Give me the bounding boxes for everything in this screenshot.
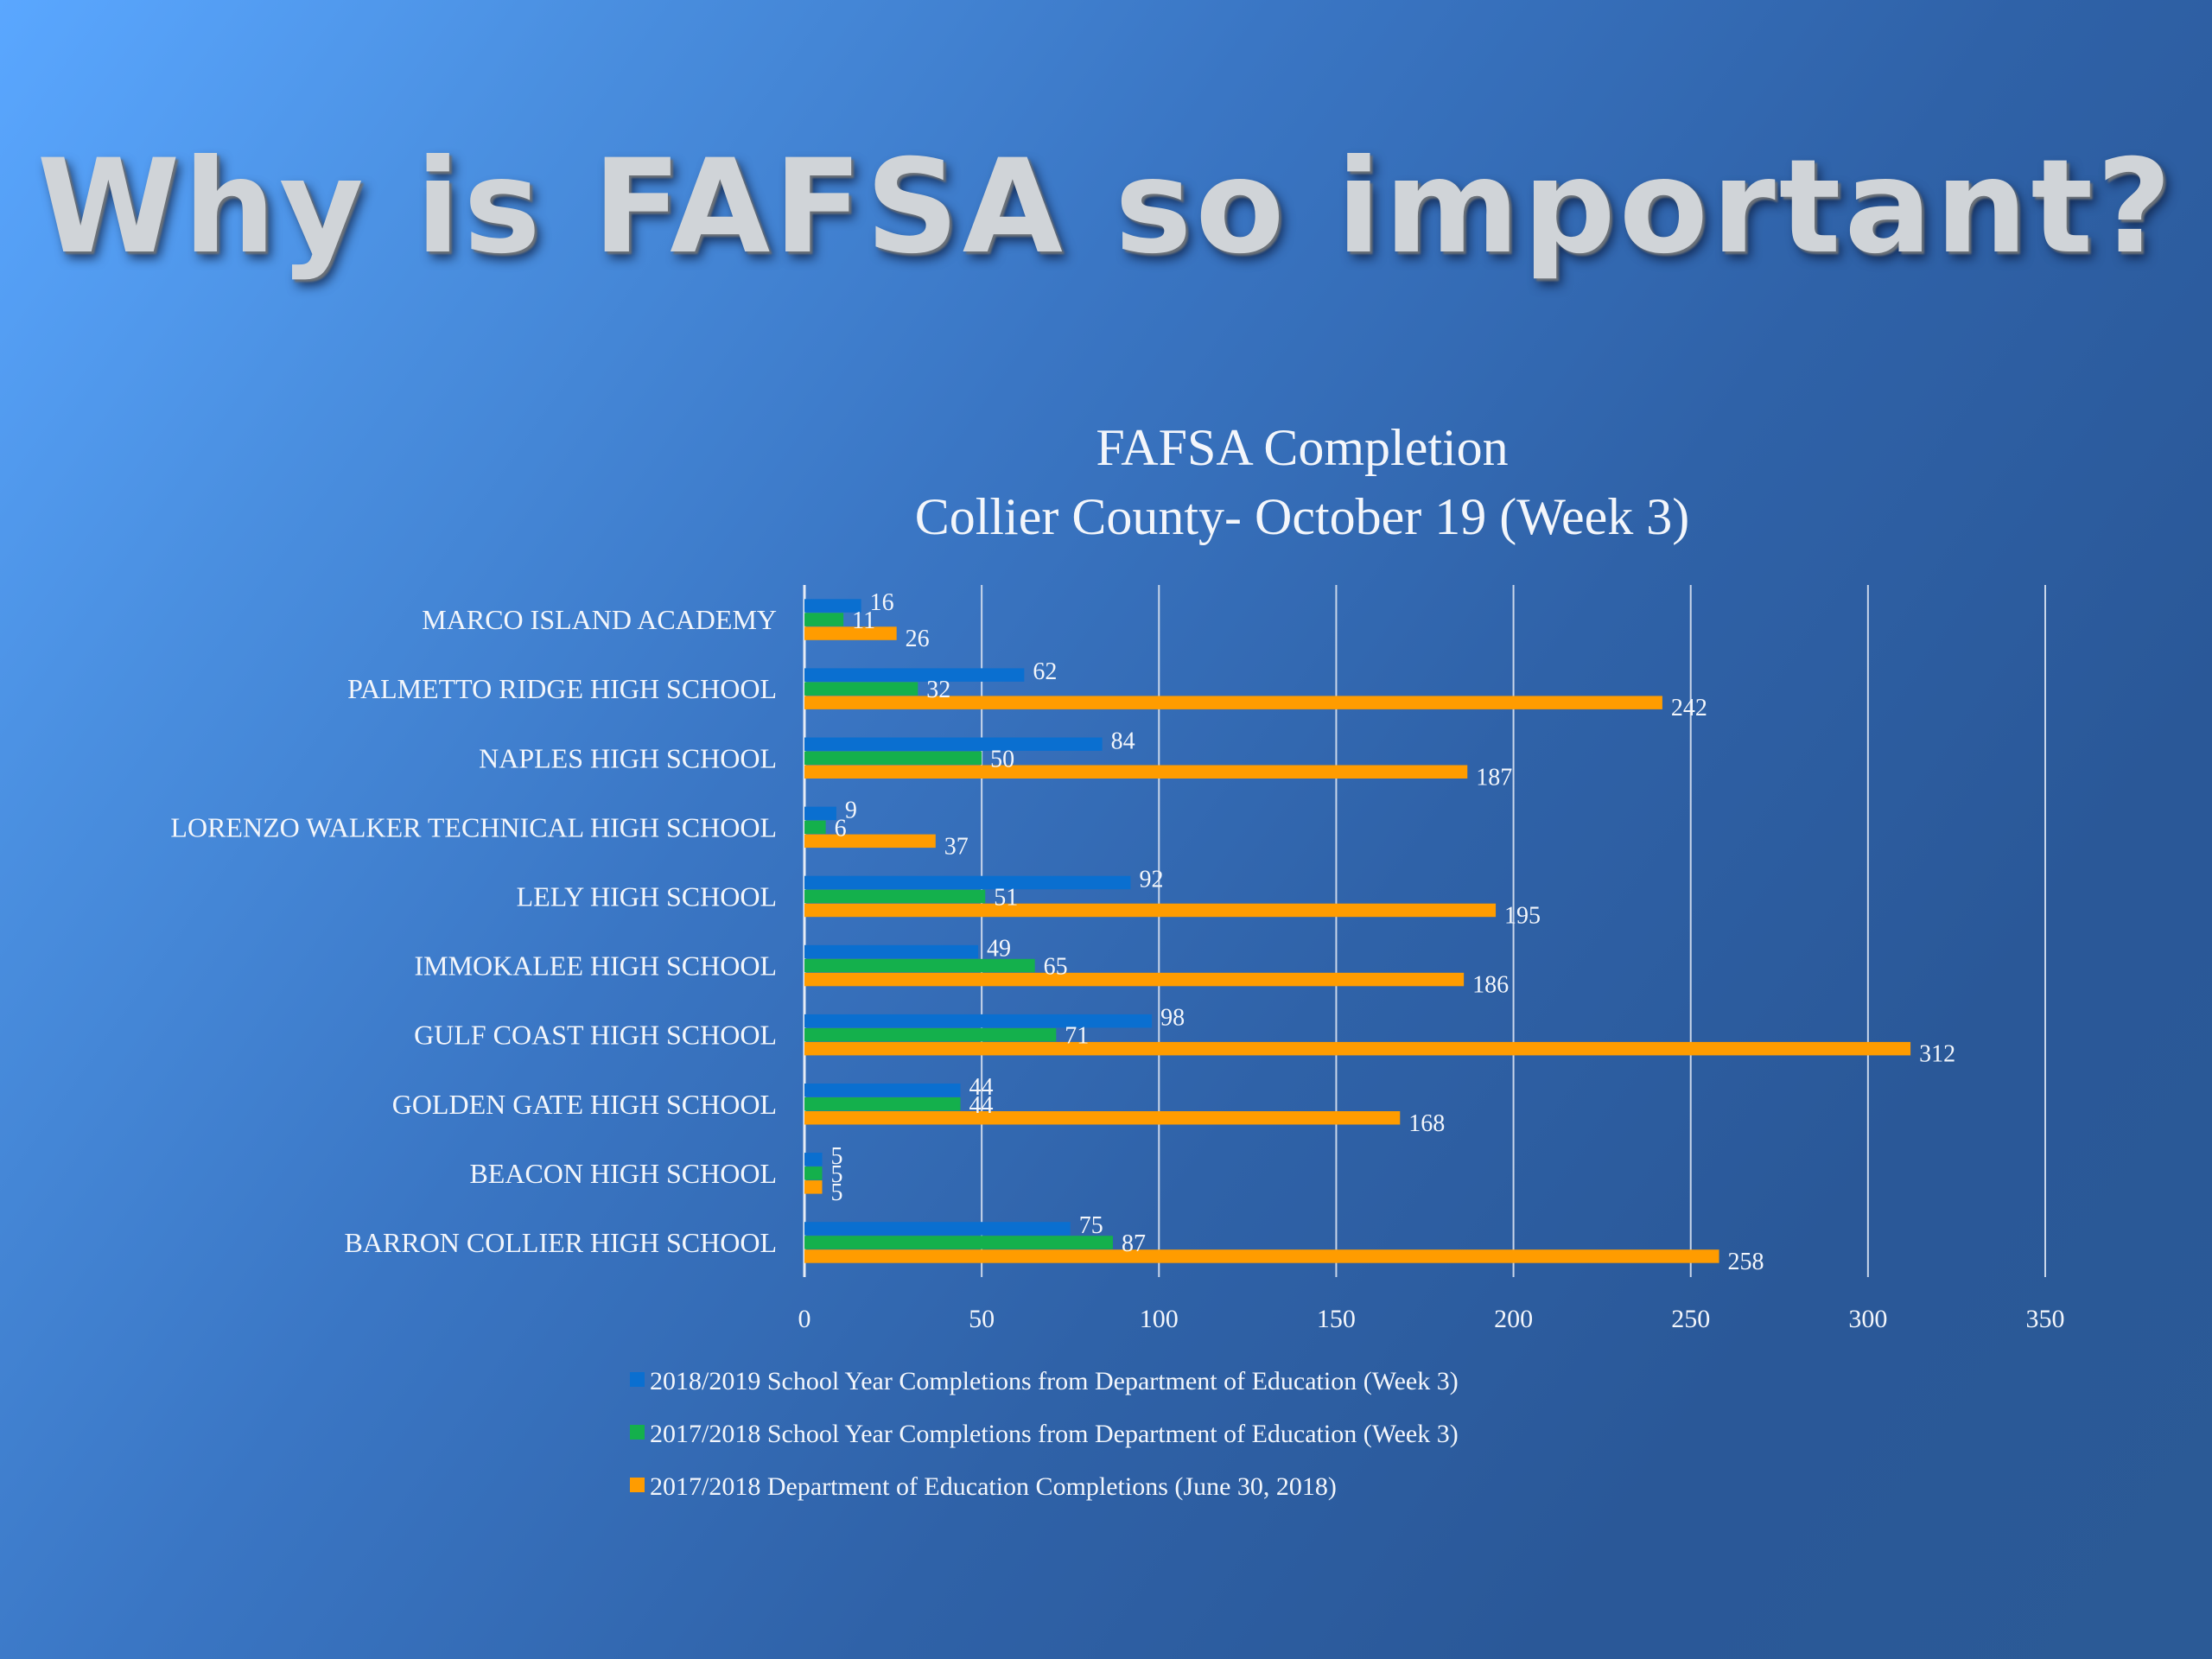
value-axis-tick-labels: 0 50 100 150 200 250 300 350: [798, 1305, 2065, 1333]
x-tick-200: 200: [1494, 1305, 1533, 1333]
data-label: 16: [870, 589, 894, 616]
bar: [804, 834, 936, 849]
data-label: 32: [926, 677, 950, 703]
data-label: 98: [1160, 1005, 1185, 1032]
bar: [804, 765, 1468, 779]
bar: [804, 696, 1662, 709]
legend-swatch: [630, 1478, 645, 1492]
bar: [804, 903, 1497, 918]
data-label: 75: [1079, 1212, 1103, 1239]
data-label: 312: [1919, 1041, 1955, 1068]
bar: [804, 806, 836, 821]
x-tick-0: 0: [798, 1305, 811, 1333]
data-label: 84: [1111, 728, 1135, 754]
legend-label: 2017/2018 School Year Completions from D…: [650, 1420, 1459, 1448]
data-label: 6: [835, 815, 847, 842]
data-label: 5: [831, 1161, 843, 1188]
slide-title: Why is FAFSA so important?: [36, 132, 2176, 283]
bar: [804, 1027, 1057, 1042]
category-label: MARCO ISLAND ACADEMY: [422, 604, 777, 635]
bar: [804, 751, 982, 765]
data-label: 258: [1728, 1249, 1764, 1275]
data-label: 71: [1065, 1023, 1089, 1050]
bar: [804, 599, 861, 613]
category-label: LELY HIGH SCHOOL: [517, 880, 777, 912]
chart-bars: [804, 599, 1911, 1263]
bar: [804, 1041, 1911, 1056]
bar: [804, 737, 1103, 751]
x-tick-300: 300: [1848, 1305, 1887, 1333]
bar: [804, 889, 986, 904]
bar: [804, 1153, 823, 1166]
x-tick-350: 350: [2026, 1305, 2065, 1333]
data-label: 195: [1504, 902, 1541, 929]
data-label: 49: [987, 936, 1011, 963]
category-label: GULF COAST HIGH SCHOOL: [414, 1020, 777, 1051]
data-label: 65: [1044, 954, 1068, 981]
data-label: 51: [994, 884, 1018, 911]
bar: [804, 1236, 1113, 1249]
category-label: LORENZO WALKER TECHNICAL HIGH SCHOOL: [170, 811, 777, 842]
bar: [804, 1180, 823, 1194]
data-label: 37: [944, 833, 969, 860]
bar: [804, 626, 897, 640]
data-label: 50: [990, 746, 1014, 772]
data-label: 44: [969, 1074, 994, 1101]
bar: [804, 613, 844, 626]
data-label: 26: [906, 626, 930, 652]
data-label: 5: [831, 1143, 843, 1170]
category-label: GOLDEN GATE HIGH SCHOOL: [392, 1089, 777, 1120]
data-label: 87: [1122, 1230, 1146, 1257]
bar: [804, 1111, 1401, 1125]
bar: [804, 1097, 961, 1111]
data-label: 242: [1671, 695, 1707, 721]
bar: [804, 1222, 1071, 1236]
bar: [804, 1014, 1153, 1028]
x-tick-100: 100: [1140, 1305, 1179, 1333]
bar: [804, 958, 1035, 973]
bar: [804, 820, 826, 835]
data-label: 62: [1033, 658, 1057, 685]
chart-title-line-1: FAFSA Completion: [1096, 419, 1508, 476]
bar: [804, 944, 979, 959]
x-tick-150: 150: [1317, 1305, 1356, 1333]
category-label: IMMOKALEE HIGH SCHOOL: [414, 950, 777, 982]
data-label: 9: [845, 797, 857, 823]
data-label: 92: [1139, 866, 1163, 893]
bar: [804, 875, 1131, 890]
x-tick-250: 250: [1671, 1305, 1710, 1333]
category-label: BARRON COLLIER HIGH SCHOOL: [345, 1227, 777, 1258]
bar: [804, 972, 1465, 987]
category-label: BEACON HIGH SCHOOL: [469, 1158, 777, 1189]
chart-title: FAFSA Completion Collier County- October …: [915, 419, 1690, 545]
data-label: 5: [831, 1179, 843, 1206]
bar: [804, 1166, 823, 1180]
category-label: NAPLES HIGH SCHOOL: [479, 742, 777, 773]
bar: [804, 1249, 1719, 1263]
bar: [804, 682, 918, 696]
data-label: 186: [1472, 972, 1509, 999]
legend-swatch: [630, 1372, 645, 1387]
data-label: 168: [1408, 1110, 1445, 1137]
category-axis-labels: MARCO ISLAND ACADEMY PALMETTO RIDGE HIGH …: [170, 604, 777, 1258]
chart-gridlines: [803, 585, 2046, 1277]
chart-title-line-2: Collier County- October 19 (Week 3): [915, 488, 1690, 545]
category-label: PALMETTO RIDGE HIGH SCHOOL: [347, 673, 777, 704]
x-tick-50: 50: [969, 1305, 995, 1333]
legend-label: 2018/2019 School Year Completions from D…: [650, 1367, 1459, 1395]
data-label: 11: [852, 607, 875, 634]
data-label: 187: [1476, 764, 1512, 791]
bar: [804, 1084, 961, 1097]
chart-legend: 2018/2019 School Year Completions from D…: [630, 1367, 1459, 1501]
legend-label: 2017/2018 Department of Education Comple…: [650, 1472, 1337, 1501]
bar: [804, 668, 1025, 682]
data-label: 44: [969, 1092, 994, 1119]
legend-swatch: [630, 1425, 645, 1440]
